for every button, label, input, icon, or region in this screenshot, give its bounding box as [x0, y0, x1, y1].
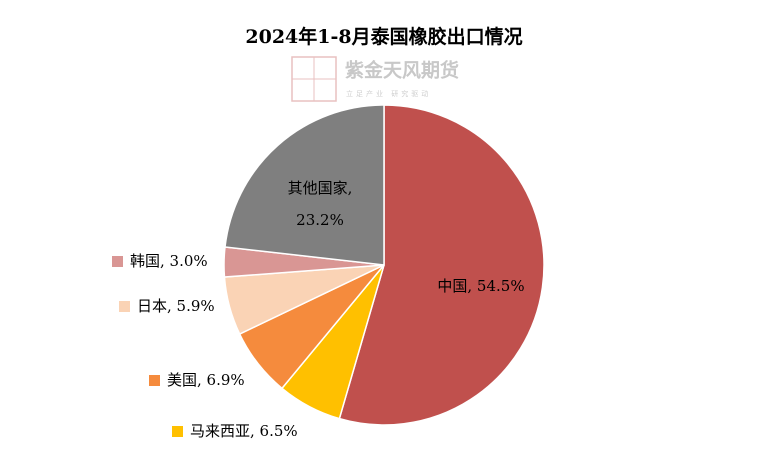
watermark-slogan: 立足产业 研究驱动: [346, 89, 431, 98]
watermark-logo: [291, 56, 337, 102]
pie-slice: [224, 104, 385, 266]
data-label-line: 23.2%: [296, 211, 344, 229]
watermark-text: 紫金天风期货: [345, 59, 459, 82]
legend-swatch: [149, 375, 160, 386]
pie-slice: [338, 104, 545, 426]
legend-swatch: [119, 301, 130, 312]
data-label: 日本, 5.9%: [137, 297, 215, 315]
data-label: 中国, 54.5%: [437, 277, 524, 295]
data-label-line: 其他国家,: [288, 179, 353, 197]
legend-swatch: [172, 426, 183, 437]
data-label: 马来西亚, 6.5%: [190, 422, 298, 440]
data-label: 美国, 6.9%: [167, 371, 245, 389]
legend-swatch: [112, 256, 123, 267]
data-label: 其他国家, 23.2%: [288, 179, 353, 229]
chart-title: 2024年1-8月泰国橡胶出口情况: [245, 25, 522, 48]
data-label: 韩国, 3.0%: [130, 252, 208, 270]
